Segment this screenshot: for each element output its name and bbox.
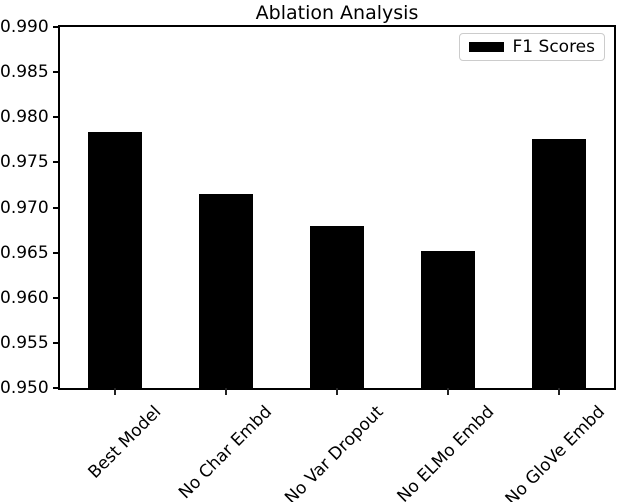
y-tick-label-0.975: 0.975: [0, 152, 49, 173]
legend-swatch-icon: [468, 42, 504, 52]
y-tick-label-0.950: 0.950: [0, 378, 49, 398]
y-tick-label-0.990: 0.990: [0, 17, 49, 37]
chart-title: Ablation Analysis: [255, 2, 419, 24]
x-tick-mark: [557, 388, 560, 395]
y-tick-mark: [53, 251, 60, 254]
y-tick-label-0.955: 0.955: [0, 332, 49, 353]
y-tick-mark: [53, 206, 60, 209]
x-tick-label-no-glove-embd: No GloVe Embd: [501, 402, 609, 502]
x-tick-mark: [114, 388, 117, 395]
y-tick-mark: [53, 341, 60, 344]
bar-best-model: [88, 131, 143, 388]
y-tick-mark: [53, 26, 60, 28]
x-tick-label-no-elmo-embd: No ELMo Embd: [393, 402, 498, 502]
y-tick-label-0.985: 0.985: [0, 62, 49, 83]
y-tick-mark: [53, 161, 60, 164]
x-tick-mark: [336, 388, 338, 395]
x-tick-label-no-char-embd: No Char Embd: [175, 402, 277, 502]
y-tick-label-0.970: 0.970: [0, 197, 49, 218]
y-tick-mark: [53, 387, 60, 389]
y-tick-mark: [53, 116, 60, 119]
bar-no-char-embd: [199, 193, 254, 388]
y-tick-mark: [53, 71, 60, 74]
bar-no-elmo-embd: [420, 250, 475, 388]
y-tick-label-0.980: 0.980: [0, 107, 49, 128]
bar-no-var-dropout: [310, 226, 364, 388]
y-tick-label-0.960: 0.960: [0, 287, 49, 308]
x-tick-label-no-var-dropout: No Var Dropout: [280, 402, 388, 502]
y-tick-label-0.965: 0.965: [0, 242, 49, 263]
x-tick-mark: [446, 388, 449, 395]
legend: F1 Scores: [458, 33, 605, 61]
bar-no-glove-embd: [531, 138, 586, 388]
x-tick-label-best-model: Best Model: [84, 402, 166, 483]
legend-label: F1 Scores: [512, 37, 595, 57]
x-tick-mark: [225, 388, 228, 395]
y-tick-mark: [53, 296, 60, 299]
